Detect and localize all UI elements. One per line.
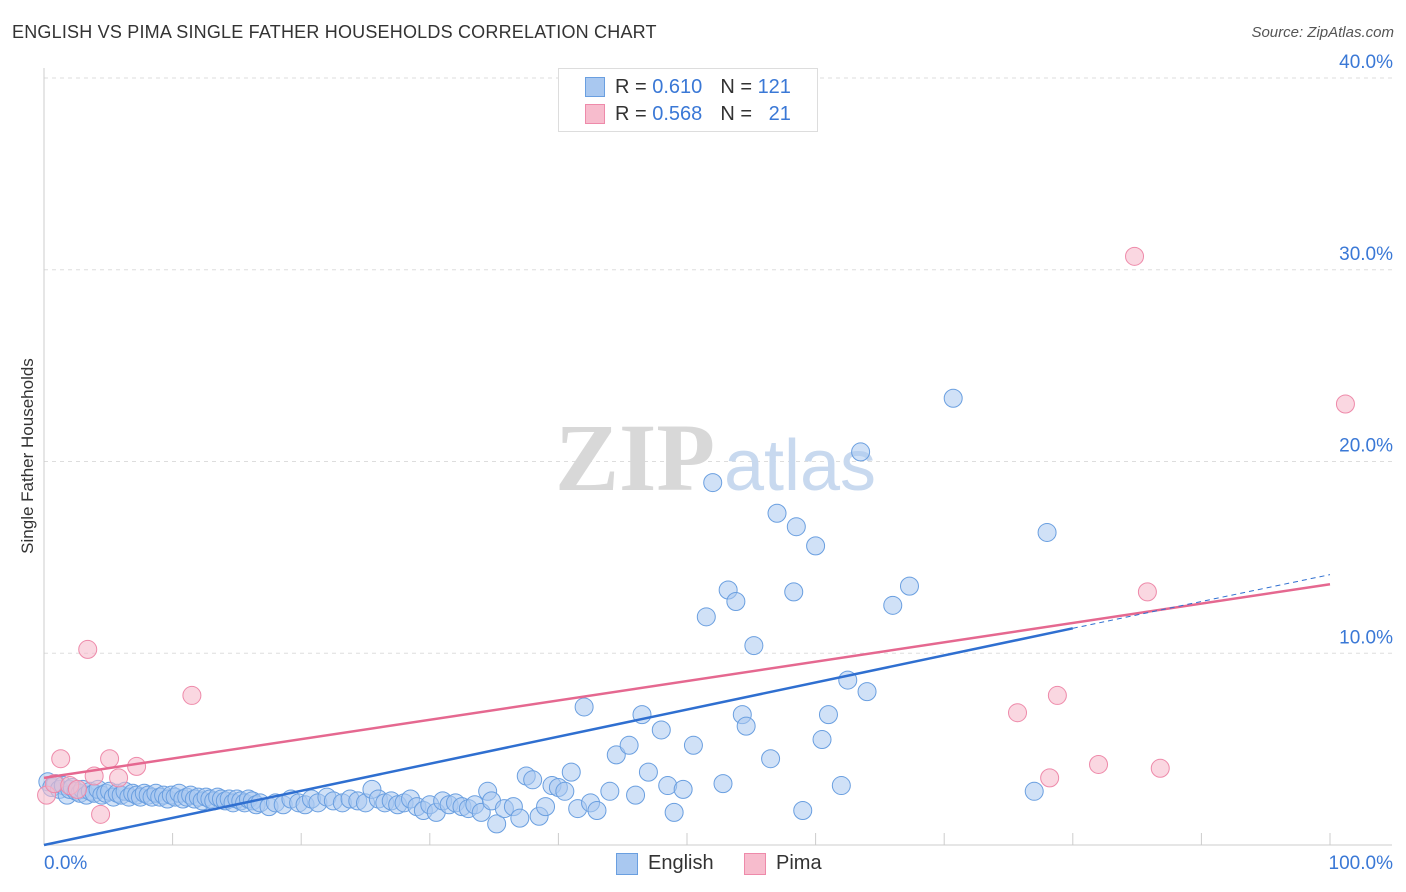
- english-trend-line: [43, 627, 1074, 847]
- english-point-124: [736, 716, 756, 736]
- pima-legend-swatch: [744, 852, 766, 875]
- pima-point-18: [1150, 758, 1170, 778]
- source-label: Source: ZipAtlas.com: [1251, 24, 1394, 41]
- pima-swatch: [585, 104, 605, 124]
- y-axis-label: Single Father Households: [18, 358, 37, 554]
- pima-n-value: 21: [768, 102, 791, 125]
- english-point-139: [899, 576, 919, 596]
- english-point-117: [683, 735, 703, 755]
- english-point-98: [536, 797, 556, 817]
- pima-r-value: 0.568: [652, 102, 703, 125]
- pima-point-11: [182, 685, 202, 705]
- english-point-104: [574, 697, 594, 717]
- english-r-value: 0.610: [652, 75, 703, 98]
- pima-points: [37, 246, 1355, 824]
- stats-legend: R = 0.610 N = 121 R = 0.568 N = 21: [558, 68, 818, 132]
- english-point-125: [744, 636, 764, 656]
- pima-point-14: [1047, 685, 1067, 705]
- pima-point-7: [91, 804, 111, 824]
- grid-layer: [44, 77, 1392, 654]
- pima-point-12: [1008, 703, 1028, 723]
- watermark-zip: ZIP: [555, 404, 715, 511]
- english-point-136: [851, 442, 871, 462]
- english-point-101: [555, 781, 575, 801]
- english-point-107: [600, 781, 620, 801]
- pima-n-label: N =: [720, 102, 752, 125]
- english-n-value: 121: [757, 75, 791, 98]
- english-point-113: [651, 720, 671, 740]
- tick-labels: 10.0% 20.0% 30.0% 40.0% 0.0% 100.0%: [44, 52, 1393, 874]
- pima-r-label: R =: [615, 102, 647, 125]
- pima-legend-label: Pima: [776, 852, 822, 874]
- english-point-138: [883, 595, 903, 615]
- watermark: ZIP atlas: [555, 404, 876, 511]
- english-point-110: [626, 785, 646, 805]
- english-point-128: [784, 582, 804, 602]
- y-tick-label-2: 30.0%: [1339, 244, 1393, 265]
- pima-point-19: [1335, 394, 1355, 414]
- trend-lines: [43, 574, 1331, 847]
- english-point-140: [943, 388, 963, 408]
- english-point-91: [487, 814, 507, 834]
- english-point-132: [812, 730, 832, 750]
- english-point-109: [619, 735, 639, 755]
- pima-point-17: [1137, 582, 1157, 602]
- pima-trend-line: [43, 582, 1331, 780]
- english-point-118: [696, 607, 716, 627]
- pima-point-10: [127, 756, 147, 776]
- watermark-atlas: atlas: [724, 426, 876, 506]
- english-point-108: [606, 745, 626, 765]
- english-point-106: [587, 800, 607, 820]
- english-swatch: [585, 77, 605, 97]
- pima-point-4: [67, 779, 87, 799]
- english-trend-extension: [1072, 574, 1331, 629]
- english-point-134: [831, 776, 851, 796]
- pima-point-9: [109, 768, 129, 788]
- english-point-120: [713, 774, 733, 794]
- english-point-94: [510, 808, 530, 828]
- english-point-130: [793, 800, 813, 820]
- english-point-137: [857, 682, 877, 702]
- y-tick-label-1: 20.0%: [1339, 436, 1393, 457]
- legend-item-pima[interactable]: Pima: [744, 852, 822, 875]
- legend-row-pima: R = 0.568 N = 21: [585, 101, 791, 127]
- english-r-label: R =: [615, 75, 647, 98]
- pima-point-5: [78, 639, 98, 659]
- y-tick-label-3: 40.0%: [1339, 52, 1393, 73]
- legend-item-english[interactable]: English: [616, 852, 714, 875]
- axes-layer: [43, 68, 1392, 846]
- x-tick-label-max: 100.0%: [1329, 853, 1394, 874]
- english-points: [38, 388, 1057, 834]
- english-point-116: [673, 779, 693, 799]
- english-point-142: [1037, 522, 1057, 542]
- pima-point-8: [100, 749, 120, 769]
- y-tick-label-0: 10.0%: [1339, 627, 1393, 648]
- english-point-129: [786, 517, 806, 537]
- english-point-131: [806, 536, 826, 556]
- english-point-133: [818, 705, 838, 725]
- english-legend-swatch: [616, 852, 638, 875]
- pima-point-13: [1040, 768, 1060, 788]
- english-n-label: N =: [720, 75, 752, 98]
- english-point-127: [767, 503, 787, 523]
- english-point-112: [638, 762, 658, 782]
- english-point-122: [726, 591, 746, 611]
- english-point-115: [664, 802, 684, 822]
- english-legend-label: English: [648, 852, 714, 874]
- english-point-119: [703, 473, 723, 493]
- chart-title: ENGLISH VS PIMA SINGLE FATHER HOUSEHOLDS…: [12, 22, 657, 42]
- x-tick-label-min: 0.0%: [44, 853, 87, 874]
- pima-point-2: [51, 749, 71, 769]
- pima-point-15: [1089, 754, 1109, 774]
- english-point-102: [561, 762, 581, 782]
- english-point-141: [1024, 781, 1044, 801]
- legend-row-english: R = 0.610 N = 121: [585, 74, 791, 100]
- series-legend: English Pima: [0, 852, 1406, 878]
- english-point-126: [761, 749, 781, 769]
- pima-point-16: [1125, 246, 1145, 266]
- english-point-96: [523, 770, 543, 790]
